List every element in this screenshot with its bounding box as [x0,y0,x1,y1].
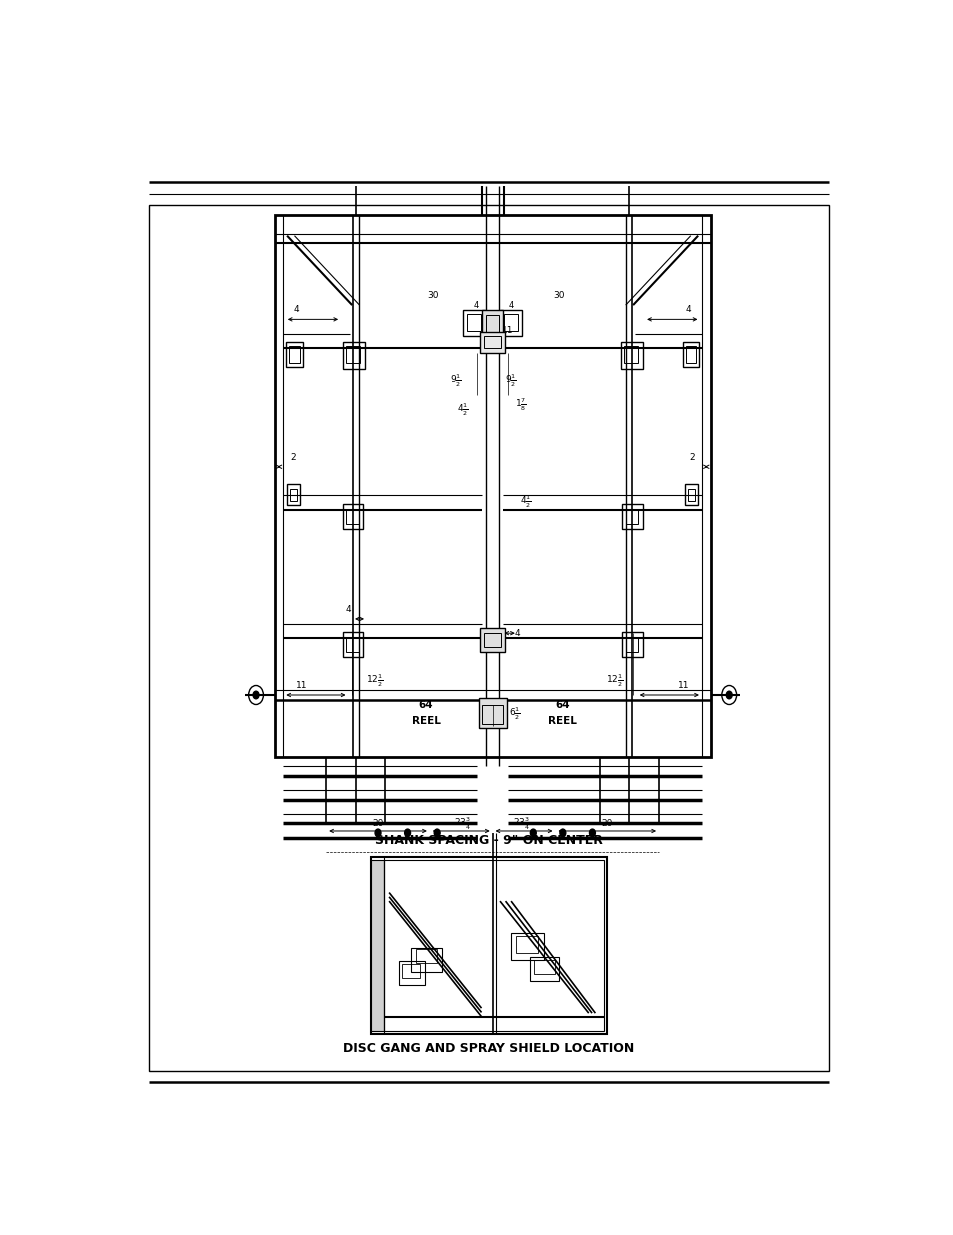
Bar [687,489,695,501]
Text: 4$\frac{1}{2}$: 4$\frac{1}{2}$ [456,401,469,417]
Bar [342,632,363,657]
Bar [682,342,699,367]
Text: 4: 4 [514,629,519,637]
Text: 64: 64 [555,699,570,709]
Bar [621,632,642,657]
Bar [623,346,637,363]
Bar [462,310,485,336]
Text: 4: 4 [508,300,514,310]
Text: 2: 2 [689,453,695,462]
Bar [499,310,521,336]
Bar [534,960,554,974]
Bar [346,509,358,524]
Bar [619,342,642,369]
Bar [286,342,302,367]
Text: 20: 20 [601,819,612,827]
Text: SHANK SPACING - 9" ON CENTER: SHANK SPACING - 9" ON CENTER [375,834,602,847]
Text: DISC GANG AND SPRAY SHIELD LOCATION: DISC GANG AND SPRAY SHIELD LOCATION [343,1042,634,1055]
Text: REEL: REEL [411,715,440,726]
Bar [342,504,363,529]
Bar [479,332,505,353]
Text: 11: 11 [501,326,513,335]
Text: 11: 11 [677,680,688,690]
Bar [485,315,498,333]
Circle shape [530,829,536,836]
Bar [370,857,607,1035]
Circle shape [253,692,258,699]
Bar [289,346,299,363]
Bar [482,310,502,338]
Text: 23$\frac{3}{4}$: 23$\frac{3}{4}$ [513,815,531,831]
Bar [290,489,297,501]
Text: 23$\frac{3}{4}$: 23$\frac{3}{4}$ [454,815,472,831]
Bar [346,346,359,363]
Bar [383,861,603,1031]
Text: 20: 20 [372,819,383,827]
Bar [529,957,558,981]
Bar [483,634,501,647]
Text: 1$\frac{7}{8}$: 1$\frac{7}{8}$ [515,396,526,414]
Bar [621,504,642,529]
Bar [625,637,638,652]
Text: 12$\frac{1}{2}$: 12$\frac{1}{2}$ [365,672,383,689]
Text: 4: 4 [474,300,478,310]
Bar [478,698,506,729]
Bar [274,215,710,757]
Bar [483,336,501,348]
Bar [398,961,424,984]
Text: 30: 30 [427,291,438,300]
Bar [625,509,638,524]
Bar [402,965,419,978]
Circle shape [559,829,565,836]
Bar [482,704,502,724]
Bar [342,342,364,369]
Bar [511,934,544,960]
Bar [504,314,517,331]
Text: 11: 11 [295,680,307,690]
Text: 4: 4 [685,305,691,315]
Text: 12$\frac{1}{2}$: 12$\frac{1}{2}$ [605,672,622,689]
Bar [467,314,480,331]
Bar [411,948,442,972]
Text: 4: 4 [345,605,351,614]
Text: 64: 64 [418,699,433,709]
Text: 9$\frac{1}{2}$: 9$\frac{1}{2}$ [505,373,517,389]
Circle shape [375,829,380,836]
Circle shape [589,829,595,836]
Text: 4: 4 [294,305,299,315]
Bar [479,629,505,652]
Bar [416,948,436,963]
Text: REEL: REEL [548,715,577,726]
Text: 2: 2 [290,453,295,462]
Bar [685,346,696,363]
Bar [684,484,698,505]
Circle shape [404,829,410,836]
Bar [346,637,358,652]
Text: 6$\frac{1}{2}$: 6$\frac{1}{2}$ [508,705,520,722]
Bar [370,861,383,1031]
Bar [516,936,537,952]
Text: 30: 30 [553,291,564,300]
Bar [287,484,300,505]
Circle shape [725,692,731,699]
Text: 4$\frac{1}{2}$: 4$\frac{1}{2}$ [519,494,531,510]
Circle shape [434,829,439,836]
Text: 9$\frac{1}{2}$: 9$\frac{1}{2}$ [449,373,461,389]
